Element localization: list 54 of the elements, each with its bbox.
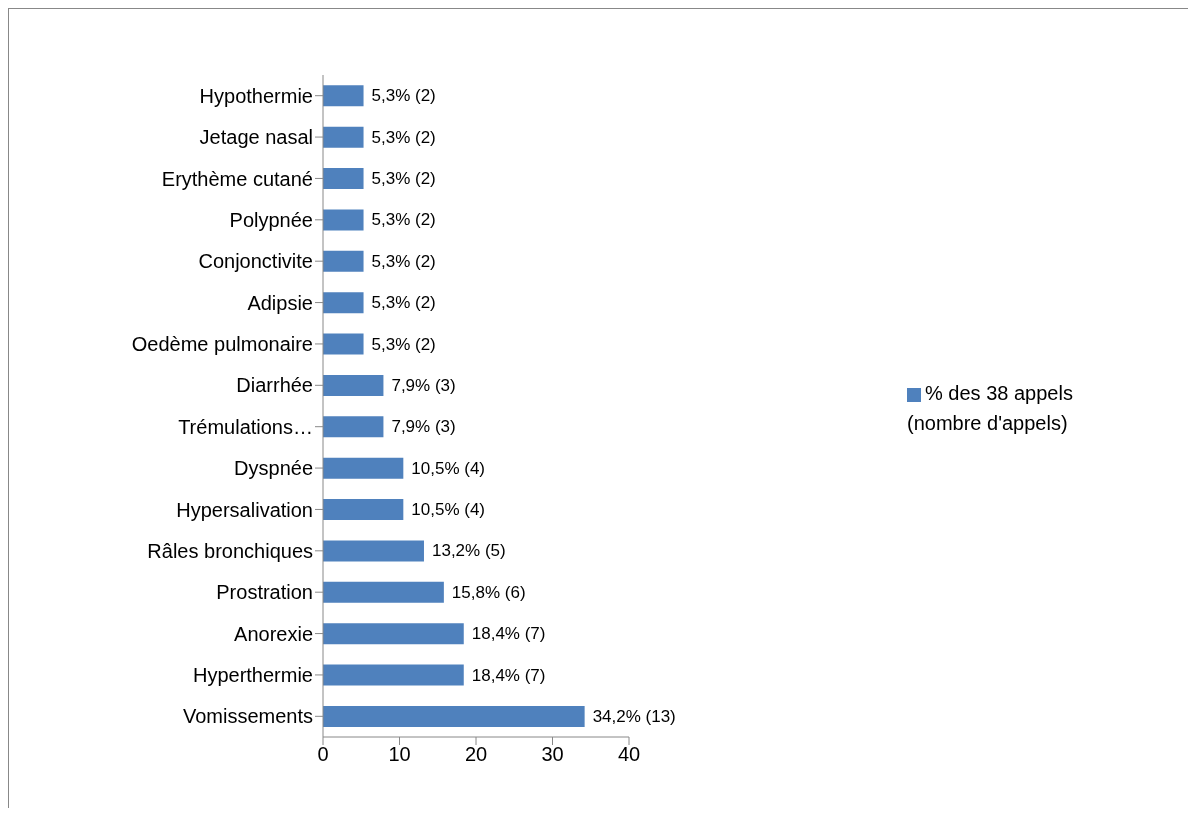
bar (323, 209, 364, 231)
y-tick-label: Hypersalivation (176, 498, 313, 521)
y-tick-label: Trémulations… (178, 415, 313, 438)
y-tick-label: Dyspnée (234, 457, 313, 480)
y-tick-label: Hypothermie (199, 84, 313, 107)
bar (323, 705, 585, 727)
bar (323, 540, 424, 562)
data-label: 5,3% (2) (371, 127, 436, 147)
bar (323, 85, 364, 107)
bar (323, 499, 404, 521)
y-tick-label: Diarrhée (236, 374, 313, 397)
bar (323, 457, 404, 479)
y-tick-label: Jetage nasal (199, 126, 313, 149)
bar (323, 168, 364, 190)
y-tick-label: Hyperthermie (192, 664, 313, 687)
bar (323, 581, 444, 603)
data-label: 10,5% (4) (411, 458, 486, 478)
y-tick-label: Anorexie (234, 622, 313, 645)
data-label: 10,5% (4) (411, 500, 486, 520)
y-tick-label: Vomissements (182, 705, 313, 728)
data-label: 5,3% (2) (371, 334, 436, 354)
bar (323, 623, 464, 645)
bar (323, 374, 384, 396)
x-tick-label: 10 (388, 743, 411, 766)
x-tick-label: 40 (617, 743, 641, 766)
data-label: 5,3% (2) (371, 86, 436, 106)
x-tick-label: 0 (317, 743, 329, 766)
y-tick-label: Oedème pulmonaire (131, 333, 313, 356)
y-tick-label: Adipsie (247, 291, 313, 314)
y-tick-label: Prostration (216, 581, 313, 604)
data-label: 7,9% (3) (391, 375, 456, 395)
data-label: 34,2% (13) (592, 706, 676, 726)
x-tick-label: 20 (464, 743, 488, 766)
legend-label: % des 38 appels (nombre d'appels) (907, 382, 1073, 434)
data-label: 13,2% (5) (431, 541, 506, 561)
data-label: 18,4% (7) (471, 624, 546, 644)
y-tick-label: Râles bronchiques (147, 539, 313, 562)
bar (323, 250, 364, 272)
y-tick-label: Conjonctivite (198, 250, 313, 273)
data-label: 5,3% (2) (371, 210, 436, 230)
data-label: 5,3% (2) (371, 293, 436, 313)
y-tick-label: Polypnée (229, 208, 313, 231)
x-tick-label: 30 (541, 743, 564, 766)
data-label: 5,3% (2) (371, 251, 436, 271)
bar (323, 292, 364, 314)
bar (323, 126, 364, 148)
bar (323, 333, 364, 355)
data-label: 15,8% (6) (451, 582, 526, 602)
data-label: 7,9% (3) (391, 417, 456, 437)
bar (323, 664, 464, 686)
y-tick-label: Erythème cutané (161, 167, 313, 190)
data-label: 5,3% (2) (371, 169, 436, 189)
bar (323, 416, 384, 438)
data-label: 18,4% (7) (471, 665, 546, 685)
